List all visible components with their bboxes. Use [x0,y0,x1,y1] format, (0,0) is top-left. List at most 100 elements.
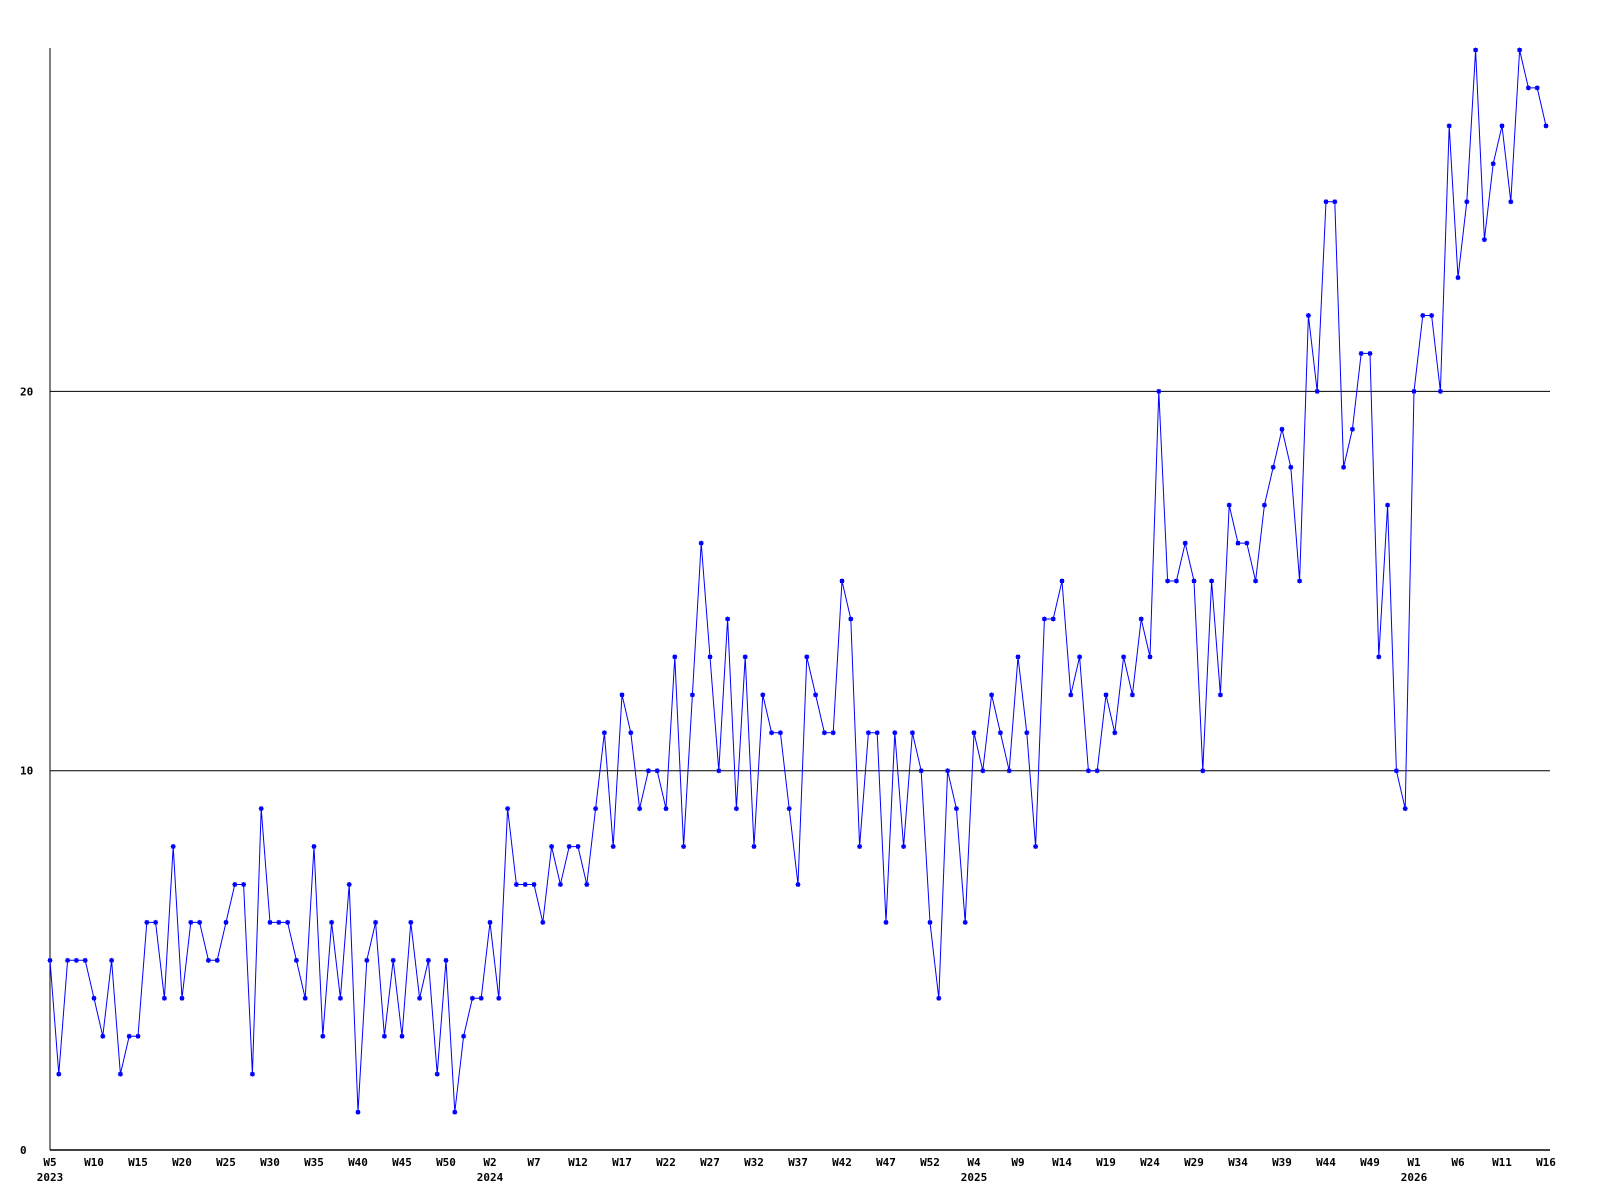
data-point [47,957,53,963]
data-point [188,919,194,925]
data-point [918,768,924,774]
data-point [1534,85,1540,91]
data-point [1156,388,1162,394]
x-year-label: 2026 [1401,1171,1428,1184]
series-line-path [50,49,1547,1113]
x-tick-label: W6 [1451,1156,1465,1169]
data-point [953,806,959,812]
x-tick-label: W17 [612,1156,632,1169]
data-point [1358,350,1364,356]
data-point [1481,237,1487,243]
data-point [249,1071,255,1077]
data-point [1385,502,1391,508]
data-point [505,806,511,812]
x-tick-label: W2 [483,1156,496,1169]
data-point [496,995,502,1001]
x-tick-label: W4 [967,1156,981,1169]
data-point [311,844,317,850]
data-point [1085,768,1091,774]
data-point [584,881,590,887]
data-point [857,844,863,850]
x-tick-label: W34 [1228,1156,1248,1169]
data-point [91,995,97,1001]
data-point [1261,502,1267,508]
data-point [557,881,563,887]
data-point [65,957,71,963]
data-point [575,844,581,850]
data-point [109,957,115,963]
data-point [883,919,889,925]
data-point [1349,426,1355,432]
x-tick-label: W9 [1011,1156,1024,1169]
data-point [1525,85,1531,91]
data-point [909,730,915,736]
data-point [223,919,229,925]
x-tick-label: W1 [1407,1156,1421,1169]
data-point [1473,47,1479,53]
data-point [214,957,220,963]
data-point [170,844,176,850]
data-point [777,730,783,736]
data-point [390,957,396,963]
data-point [443,957,449,963]
data-point [1270,464,1276,470]
data-point [1420,313,1426,319]
data-point [135,1033,141,1039]
data-point [1253,578,1259,584]
x-tick-label: W22 [656,1156,676,1169]
data-point [1429,313,1435,319]
y-tick-label: 0 [20,1144,27,1157]
data-point [241,881,247,887]
x-tick-label: W15 [128,1156,148,1169]
data-point [601,730,607,736]
data-point [461,1033,467,1039]
data-point [1138,616,1144,622]
data-point [513,881,519,887]
data-point [549,844,555,850]
data-point [725,616,731,622]
data-point [179,995,185,1001]
data-point [205,957,211,963]
data-point [760,692,766,698]
data-point [1033,844,1039,850]
data-point [232,881,238,887]
data-point [593,806,599,812]
data-point [645,768,651,774]
data-point [197,919,203,925]
data-point [478,995,484,1001]
data-point [637,806,643,812]
data-point [355,1109,361,1115]
x-tick-label: W47 [876,1156,896,1169]
data-point [821,730,827,736]
data-point [663,806,669,812]
data-point [1402,806,1408,812]
data-point [1191,578,1197,584]
x-year-label: 2025 [961,1171,988,1184]
data-point [117,1071,123,1077]
data-point [1376,654,1382,660]
data-point [769,730,775,736]
data-point [610,844,616,850]
data-point [980,768,986,774]
data-point [1059,578,1065,584]
data-point [751,844,757,850]
data-point [1297,578,1303,584]
data-point [452,1109,458,1115]
x-tick-label: W5 [43,1156,56,1169]
data-point [329,919,335,925]
data-point [1508,199,1514,205]
data-point [971,730,977,736]
x-year-label: 2024 [477,1171,504,1184]
data-point [619,692,625,698]
data-point [293,957,299,963]
x-tick-label: W7 [527,1156,540,1169]
x-tick-label: W42 [832,1156,852,1169]
x-tick-label: W30 [260,1156,280,1169]
x-tick-label: W20 [172,1156,192,1169]
data-point [1024,730,1030,736]
data-point [1305,313,1311,319]
data-point [742,654,748,660]
data-point [874,730,880,736]
data-point [1173,578,1179,584]
